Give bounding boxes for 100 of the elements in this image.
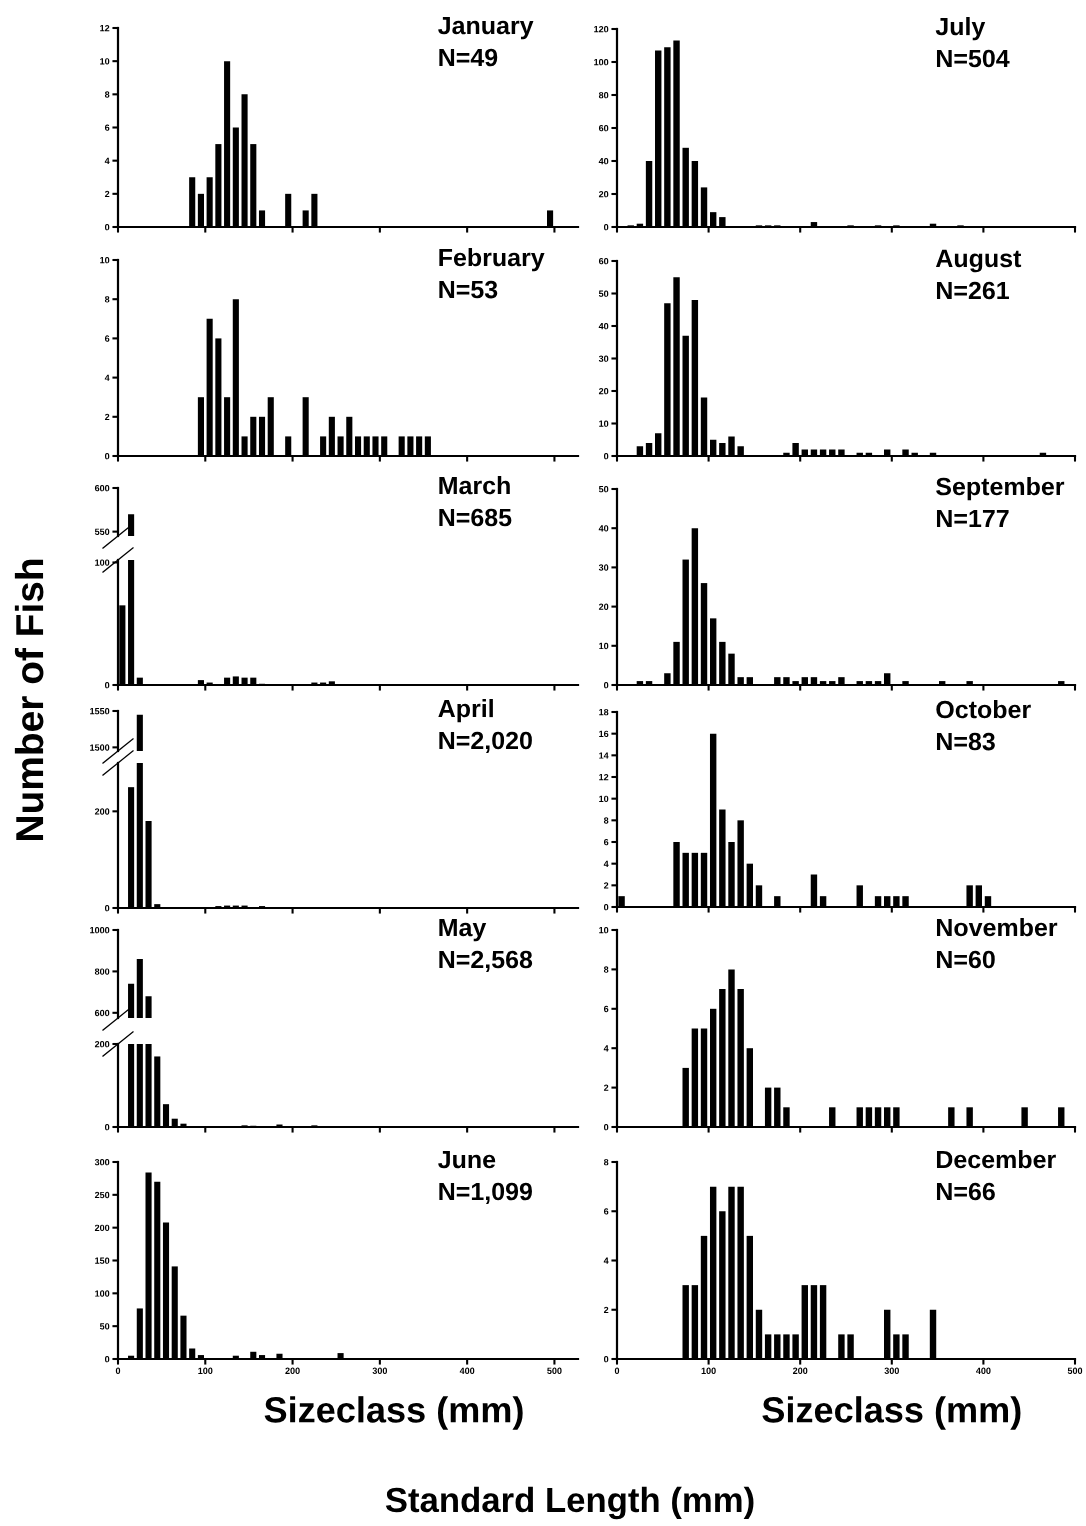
y-tick-label: 600 — [94, 1009, 110, 1017]
y-tick-label: 6 — [603, 1005, 609, 1013]
y-tick-label: 4 — [603, 860, 609, 867]
y-tick-label: 2 — [603, 1084, 609, 1091]
y-tick-label: 600 — [94, 484, 110, 492]
x-tick-label: 100 — [701, 1367, 716, 1374]
y-tick-label: 8 — [603, 966, 609, 973]
y-tick-label: 20 — [598, 603, 609, 610]
y-tick-label: 20 — [598, 387, 609, 395]
y-tick-label: 0 — [604, 223, 609, 231]
y-tick-label: 50 — [99, 1323, 110, 1330]
y-tick-label: 10 — [599, 420, 609, 427]
y-tick-label: 0 — [105, 904, 110, 912]
x-axis-title: Sizeclass (mm) — [762, 1396, 1021, 1430]
y-tick-label: 800 — [94, 968, 110, 975]
chart-title: August — [935, 249, 1022, 273]
y-tick-label: 0 — [105, 1355, 110, 1363]
x-axis-title: Sizeclass (mm) — [264, 1396, 523, 1430]
y-tick-label: 50 — [598, 485, 609, 493]
x-tick-label: 300 — [884, 1367, 899, 1374]
y-tick-label: 40 — [598, 157, 609, 165]
y-tick-label: 12 — [599, 773, 609, 781]
y-tick-label: 10 — [100, 256, 110, 264]
y-tick-label: 80 — [598, 91, 609, 99]
text: N=49 — [439, 48, 498, 67]
x-tick-label: 200 — [792, 1367, 808, 1374]
chart-title: June — [438, 1150, 496, 1169]
chart-title: September — [936, 477, 1065, 501]
y-tick-label: 150 — [95, 1257, 110, 1264]
x-tick-label: 200 — [285, 1367, 300, 1374]
y-tick-label: 0 — [105, 223, 110, 231]
y-tick-label: 30 — [598, 355, 609, 362]
y-tick-label: 1500 — [90, 744, 110, 751]
y-tick-label: 200 — [94, 1040, 110, 1048]
y-tick-label: 100 — [95, 1290, 110, 1297]
y-tick-label: 0 — [604, 1355, 609, 1363]
y-tick-label: 2 — [603, 882, 609, 889]
y-tick-label: 6 — [603, 1208, 609, 1215]
y-tick-label: 18 — [599, 708, 609, 716]
text: N=83 — [936, 732, 995, 751]
chart-title: December — [936, 1150, 1056, 1169]
y-tick-label: 40 — [598, 525, 609, 532]
chart-title: November — [936, 918, 1058, 937]
y-tick-label: 10 — [599, 926, 609, 934]
y-tick-label: 14 — [599, 752, 609, 759]
text: N=60 — [936, 950, 995, 969]
chart-title: April — [438, 699, 493, 723]
y-tick-label: 12 — [100, 24, 110, 32]
y-tick-label: 10 — [599, 642, 609, 650]
text: N=177 — [936, 509, 1009, 528]
x-tick-label: 100 — [198, 1367, 213, 1374]
chart-title: February — [439, 248, 545, 272]
y-tick-label: 1000 — [90, 926, 110, 934]
chart-title: January — [438, 16, 534, 40]
y-tick-label: 6 — [104, 124, 110, 131]
chart-title: July — [935, 17, 986, 41]
y-tick-label: 100 — [95, 559, 110, 566]
text: N=66 — [936, 1182, 995, 1201]
y-tick-label: 250 — [94, 1191, 110, 1199]
y-tick-label: 10 — [100, 58, 110, 65]
y-tick-label: 0 — [105, 681, 110, 689]
x-tick-label: 0 — [115, 1367, 121, 1374]
y-tick-label: 60 — [598, 124, 609, 132]
y-tick-label: 0 — [105, 452, 110, 460]
x-tick-label: 500 — [547, 1367, 562, 1374]
y-tick-label: 20 — [598, 190, 609, 198]
y-tick-label: 1550 — [90, 707, 110, 715]
y-tick-label: 0 — [105, 1123, 110, 1131]
text: N=504 — [936, 49, 1010, 68]
y-tick-label: 2 — [104, 190, 110, 198]
chart-subtitle: N=2,568 — [439, 950, 533, 972]
chart-title: March — [439, 476, 510, 495]
y-tick-label: 10 — [599, 795, 609, 803]
y-tick-label: 2 — [603, 1306, 609, 1314]
chart-title: October — [936, 700, 1031, 719]
text: Standard Length (mm) — [385, 1486, 754, 1520]
x-tick-label: 300 — [372, 1367, 388, 1374]
y-tick-label: 300 — [94, 1158, 110, 1166]
y-tick-label: 0 — [604, 452, 609, 460]
y-tick-label: 16 — [599, 730, 609, 738]
y-tick-label: 50 — [598, 290, 609, 297]
y-tick-label: 8 — [603, 817, 609, 824]
y-tick-label: 4 — [104, 374, 110, 381]
y-tick-label: 2 — [104, 413, 110, 421]
chart-title: May — [439, 918, 487, 942]
y-tick-label: 0 — [604, 1123, 609, 1131]
x-tick-label: 400 — [976, 1367, 991, 1374]
y-tick-label: 200 — [94, 808, 110, 815]
y-tick-label: 30 — [598, 564, 609, 571]
y-tick-label: 40 — [598, 322, 609, 330]
y-tick-label: 8 — [104, 296, 110, 303]
chart-subtitle: N=685 — [439, 508, 512, 527]
y-tick-label: 8 — [104, 91, 110, 98]
y-tick-label: 6 — [104, 335, 110, 342]
text: N=261 — [936, 281, 1009, 300]
y-tick-label: 4 — [104, 157, 110, 164]
y-tick-label: 8 — [603, 1158, 609, 1166]
text: N=53 — [439, 280, 498, 299]
chart-subtitle: N=2,020 — [439, 731, 532, 753]
y-tick-label: 0 — [604, 681, 609, 689]
